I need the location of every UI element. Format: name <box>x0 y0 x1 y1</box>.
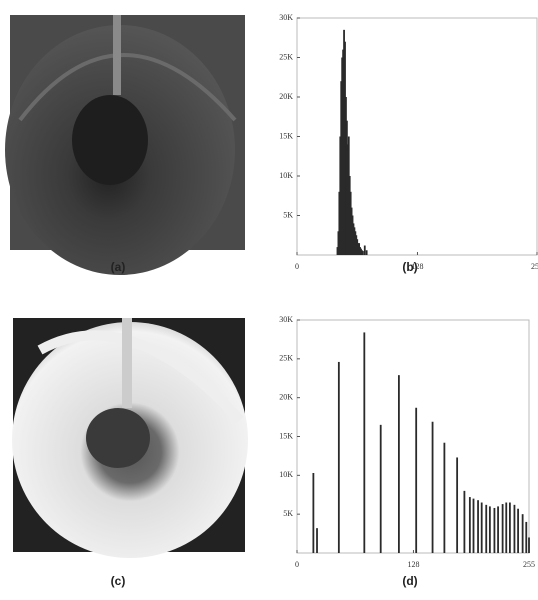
y-tick-label: 5K <box>283 509 293 518</box>
bar <box>347 136 350 255</box>
bar <box>508 502 511 553</box>
bar <box>354 231 357 255</box>
bar <box>513 504 516 553</box>
bar <box>353 227 356 255</box>
bar <box>468 497 471 553</box>
bar <box>359 247 361 255</box>
bar <box>361 250 363 255</box>
bar <box>363 245 366 255</box>
bar <box>488 506 491 553</box>
bar <box>357 243 360 255</box>
x-tick-label: 128 <box>411 262 423 271</box>
y-tick-label: 25K <box>279 52 293 61</box>
y-tick-label: 30K <box>279 13 293 22</box>
bar <box>350 207 353 255</box>
bar <box>360 248 362 255</box>
bar <box>485 504 488 553</box>
image-c <box>12 318 248 558</box>
bar <box>355 235 358 255</box>
y-tick-label: 10K <box>279 470 293 479</box>
x-tick-label: 0 <box>295 560 299 569</box>
bar <box>337 231 340 255</box>
bar <box>341 57 344 255</box>
caption: (d) <box>402 574 417 588</box>
bar <box>356 239 359 255</box>
bar <box>397 375 400 553</box>
bar <box>349 191 352 255</box>
caption: (c) <box>111 574 126 588</box>
caption: (a) <box>111 260 126 274</box>
y-tick-label: 5K <box>283 210 293 219</box>
bar <box>345 97 347 255</box>
bar <box>477 500 479 553</box>
bar <box>379 424 382 553</box>
bar <box>472 498 475 553</box>
bar <box>480 502 483 553</box>
bar <box>352 223 355 255</box>
y-tick-label: 20K <box>279 92 293 101</box>
bar <box>361 251 364 255</box>
bar <box>497 506 499 553</box>
y-tick-label: 10K <box>279 171 293 180</box>
bar <box>343 29 345 255</box>
bar <box>517 508 519 553</box>
bar <box>338 191 341 255</box>
x-tick-label: 128 <box>407 560 419 569</box>
y-tick-label: 25K <box>279 354 293 363</box>
bar <box>344 41 346 256</box>
plot-frame <box>296 17 538 256</box>
bar <box>358 243 361 255</box>
bar <box>316 528 318 553</box>
bar <box>528 537 530 553</box>
bar <box>521 514 524 553</box>
bar <box>463 490 466 553</box>
bar <box>493 507 496 553</box>
y-tick-label: 30K <box>279 315 293 324</box>
bar <box>340 81 343 255</box>
bar <box>501 504 504 553</box>
x-tick-label: 255 <box>531 262 538 271</box>
bar <box>456 457 459 553</box>
caption: (b) <box>402 260 417 274</box>
bar <box>336 247 339 255</box>
x-tick-label: 0 <box>295 262 299 271</box>
bar <box>348 176 351 255</box>
bar <box>345 120 348 255</box>
image-a <box>5 15 245 275</box>
y-tick-label: 15K <box>279 131 293 140</box>
bar <box>342 49 345 255</box>
bar <box>339 136 342 255</box>
bar <box>443 442 446 553</box>
bar <box>312 473 315 553</box>
bar <box>365 250 368 255</box>
bar <box>346 144 349 255</box>
bar <box>351 215 354 255</box>
bar <box>337 361 340 553</box>
bar <box>431 421 434 553</box>
bar <box>363 332 366 553</box>
x-tick-label: 255 <box>523 560 535 569</box>
bar <box>505 502 508 553</box>
bar <box>415 407 418 553</box>
y-tick-label: 20K <box>279 392 293 401</box>
bar <box>525 521 528 553</box>
y-tick-label: 15K <box>279 431 293 440</box>
